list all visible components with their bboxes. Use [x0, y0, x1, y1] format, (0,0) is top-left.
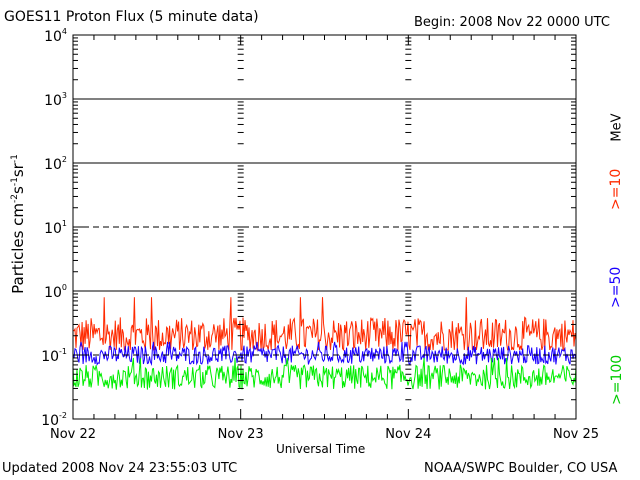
- legend-series-100: >=100: [609, 354, 625, 405]
- plot-frame: [72, 34, 577, 420]
- updated-time: Updated 2008 Nov 24 23:55:03 UTC: [2, 461, 238, 476]
- y-tick-label: 100: [44, 283, 67, 301]
- y-tick-label: 102: [44, 155, 67, 173]
- legend-series-50: >=50: [608, 266, 624, 308]
- series-layer: [72, 297, 577, 390]
- y-tick-label: 101: [44, 219, 67, 237]
- y-axis-label: Particles cm-2s-1sr-1: [9, 154, 27, 294]
- y-tick-label: 10-1: [41, 347, 67, 365]
- x-tick-label: Nov 25: [553, 427, 599, 442]
- chart-title: GOES11 Proton Flux (5 minute data): [4, 9, 259, 25]
- credit: NOAA/SWPC Boulder, CO USA: [424, 461, 618, 476]
- y-tick-label: 104: [44, 27, 67, 45]
- series-line-2: [72, 357, 577, 390]
- legend-series-10: >=10: [608, 168, 624, 210]
- units-label: MeV: [609, 113, 625, 142]
- y-tick-label: 103: [44, 91, 67, 109]
- x-tick-label: Nov 24: [385, 427, 431, 442]
- x-tick-label: Nov 22: [50, 427, 96, 442]
- threshold-lines: [73, 98, 576, 356]
- y-tick-label: 10-2: [41, 411, 67, 429]
- series-line-0: [72, 297, 577, 352]
- x-axis-label: Universal Time: [276, 442, 366, 456]
- x-tick-label: Nov 23: [218, 427, 264, 442]
- begin-time: Begin: 2008 Nov 22 0000 UTC: [414, 15, 610, 30]
